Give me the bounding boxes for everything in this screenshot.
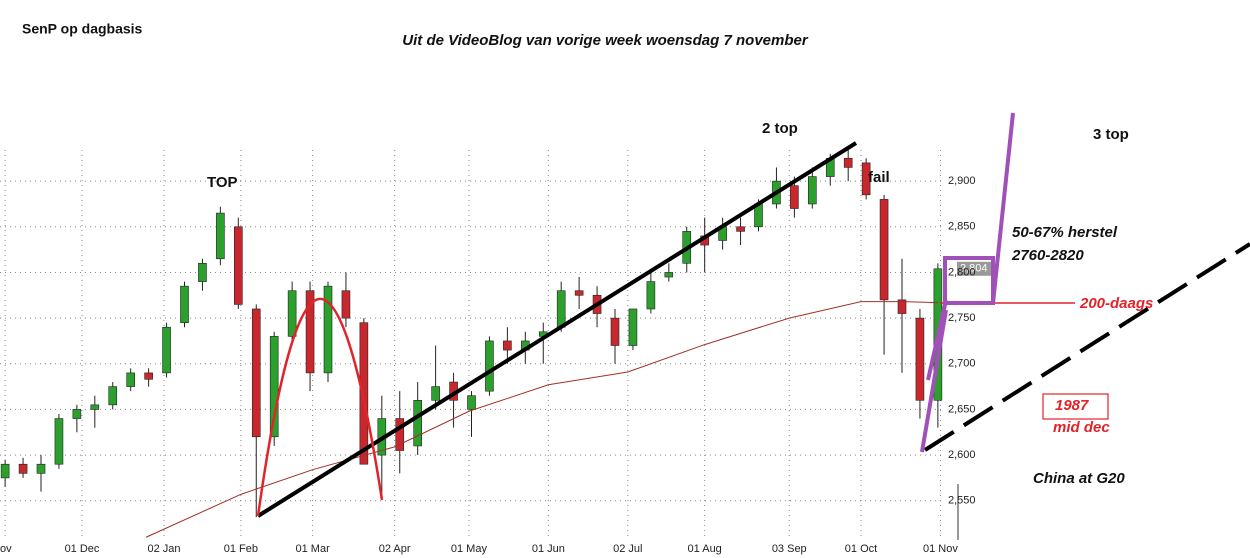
- candle-body: [162, 326, 171, 374]
- x-tick-label: 02 Jul: [613, 543, 642, 555]
- candle-body: [736, 226, 745, 232]
- candle-body: [323, 285, 333, 374]
- x-tick-label: 01 Jun: [532, 543, 565, 555]
- candle-body: [915, 317, 925, 401]
- annotation: 1987: [1055, 397, 1089, 414]
- candle-body: [790, 185, 799, 209]
- x-tick-label: ov: [0, 543, 12, 555]
- box: [1042, 393, 1109, 420]
- price-label: 2,804: [960, 263, 988, 275]
- x-tick-label: 01 Feb: [224, 543, 258, 555]
- y-tick-label: 2,700: [948, 358, 976, 370]
- candle-body: [287, 290, 297, 337]
- x-tick-label: 01 Aug: [688, 543, 722, 555]
- annotation: 200-daags: [1079, 295, 1153, 312]
- candle-body: [574, 290, 584, 296]
- price-tag: [957, 261, 993, 276]
- candle-body: [54, 418, 64, 465]
- candle-body: [395, 418, 405, 451]
- subtitle: Uit de VideoBlog van vorige week woensda…: [402, 32, 809, 49]
- candle-body: [431, 386, 440, 401]
- x-tick-label: 03 Sep: [772, 543, 807, 555]
- dashed-line: [923, 242, 1250, 452]
- candle-body: [198, 263, 207, 282]
- trend-line: [256, 141, 858, 518]
- candle-body: [879, 199, 889, 301]
- candle-body: [72, 409, 82, 419]
- y-tick-label: 2,650: [948, 403, 976, 415]
- x-tick-label: 01 Mar: [296, 543, 331, 555]
- y-tick-label: 2,850: [948, 221, 976, 233]
- candle-body: [467, 395, 476, 410]
- candle-body: [503, 340, 512, 351]
- candle-body: [305, 290, 315, 374]
- x-tick-label: 01 May: [451, 543, 488, 555]
- annotation: 2760-2820: [1011, 247, 1084, 264]
- y-tick-label: 2,550: [948, 495, 976, 507]
- annotation: 2 top: [762, 120, 798, 137]
- y-tick-label: 2,750: [948, 312, 976, 324]
- arc: [256, 297, 384, 517]
- candle-body: [341, 290, 351, 319]
- purple-path: [920, 112, 1015, 453]
- chart-title: SenP op dagbasis: [22, 21, 143, 37]
- candle-body: [90, 404, 100, 410]
- annotation: mid dec: [1053, 419, 1110, 436]
- candle-body: [664, 272, 674, 278]
- y-tick-label: 2,900: [948, 175, 976, 187]
- marks: 2,804: [0, 149, 993, 538]
- candle-body: [646, 281, 656, 310]
- y-tick-label: 2,800: [948, 266, 976, 278]
- moving-average: [145, 301, 938, 538]
- drawn-annotations: [256, 112, 1250, 540]
- candle-body: [108, 386, 118, 406]
- candle-body: [180, 285, 189, 323]
- candle-body: [126, 372, 135, 387]
- candle-body: [556, 290, 566, 328]
- candle-body: [897, 299, 907, 314]
- candle-body: [359, 322, 369, 465]
- x-tick-label: 01 Oct: [845, 543, 877, 555]
- candle-body: [413, 399, 422, 447]
- candle-body: [0, 463, 10, 479]
- candle-body: [144, 372, 153, 380]
- candle-body: [485, 340, 494, 392]
- candle-body: [234, 226, 243, 305]
- candle-body: [251, 308, 261, 438]
- grid: [0, 150, 943, 540]
- candle-body: [610, 317, 620, 346]
- x-tick-label: 01 Dec: [65, 543, 100, 555]
- annotation: TOP: [207, 174, 238, 191]
- x-tick-label: 02 Apr: [379, 543, 411, 555]
- candle-body: [36, 463, 46, 474]
- candle-body: [628, 308, 638, 346]
- candle-body: [269, 336, 279, 438]
- candle-body: [861, 162, 871, 196]
- x-tick-label: 01 Nov: [923, 543, 958, 555]
- candle-body: [18, 463, 28, 474]
- annotation: 3 top: [1093, 126, 1129, 143]
- annotation: 50-67% herstel: [1012, 224, 1118, 241]
- candle-body: [808, 176, 817, 205]
- candle-body: [843, 158, 853, 168]
- annotation: fail: [868, 169, 890, 186]
- y-tick-label: 2,600: [948, 449, 976, 461]
- x-tick-label: 02 Jan: [147, 543, 180, 555]
- annotation: China at G20: [1033, 470, 1125, 487]
- annotations: TOP 2 top fail 3 top 50-67% herstel 2760-2820…: [207, 120, 1153, 487]
- candle-body: [216, 212, 225, 260]
